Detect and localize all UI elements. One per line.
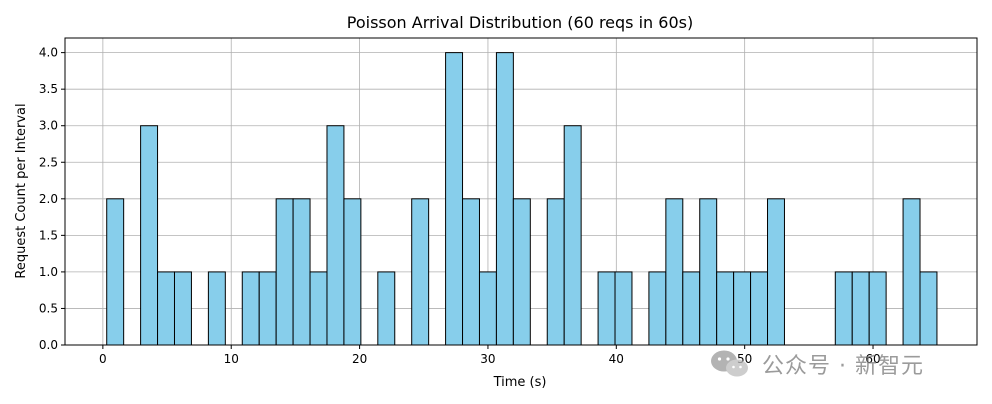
histogram-bar [140, 125, 159, 346]
histogram-bar [733, 271, 752, 346]
y-tick-label: 1.0 [39, 265, 58, 279]
histogram-bar [173, 271, 192, 346]
y-tick-label: 2.0 [39, 192, 58, 206]
grid-lines [65, 38, 977, 346]
y-tick-label: 2.5 [39, 155, 58, 169]
histogram-bar [512, 198, 531, 346]
histogram-bar [597, 271, 616, 346]
watermark-text: 公众号 · 新智元 [762, 354, 924, 379]
y-tick-label: 0.0 [39, 338, 58, 352]
histogram-bar [258, 271, 277, 346]
histogram-bar [411, 198, 430, 346]
histogram-bar [851, 271, 870, 346]
histogram-bar [834, 271, 853, 346]
histogram-bar [665, 198, 684, 346]
histogram-bar [767, 198, 785, 346]
histogram-bar [614, 271, 633, 346]
histogram-bar [902, 198, 921, 346]
y-tick-label: 3.0 [39, 119, 58, 133]
histogram-bar [445, 52, 464, 346]
x-axis-label: Time (s) [493, 375, 547, 390]
x-tick-label: 0 [99, 352, 107, 366]
y-tick-label: 4.0 [39, 46, 58, 60]
histogram-bar [106, 198, 125, 346]
histogram-bar [275, 198, 294, 346]
axis-ticks: 0 10 20 30 40 50 600.00.51.01.52.02.53.03.54.0 [39, 46, 881, 366]
chart-title: Poisson Arrival Distribution (60 reqs in… [347, 13, 693, 32]
histogram-bar [157, 271, 175, 346]
y-axis-label: Request Count per Interval [14, 103, 29, 278]
histogram-bar [309, 271, 328, 346]
plot-frame [64, 37, 978, 346]
x-tick-label: 20 [352, 352, 367, 366]
histogram-bar [716, 271, 735, 346]
histogram-bar [495, 52, 514, 346]
histogram-bar [241, 271, 260, 346]
histogram-bar [699, 198, 718, 346]
y-tick-label: 0.5 [39, 301, 58, 315]
histogram-bar [919, 271, 938, 346]
histogram-bar [750, 271, 769, 346]
x-tick-label: 40 [609, 352, 624, 366]
x-tick-label: 30 [480, 352, 495, 366]
histogram-bar [292, 198, 311, 346]
x-tick-label: 10 [224, 352, 239, 366]
histogram-bar [326, 125, 345, 346]
y-tick-label: 3.5 [39, 82, 58, 96]
histogram-bar [868, 271, 887, 346]
x-tick-label: 60 [865, 352, 880, 366]
histogram-bar [648, 271, 667, 346]
y-tick-label: 1.5 [39, 228, 58, 242]
histogram-bar [343, 198, 362, 346]
histogram-bar [546, 198, 565, 346]
histogram-bar [207, 271, 226, 346]
histogram-bar [478, 271, 497, 346]
histogram-bar [682, 271, 701, 346]
watermark: 公众号 · 新智元 [708, 348, 924, 380]
wechat-icon [711, 350, 748, 377]
histogram-bar [377, 271, 396, 346]
bars [106, 52, 938, 346]
histogram-bar [563, 125, 582, 346]
histogram-bar [462, 198, 480, 346]
